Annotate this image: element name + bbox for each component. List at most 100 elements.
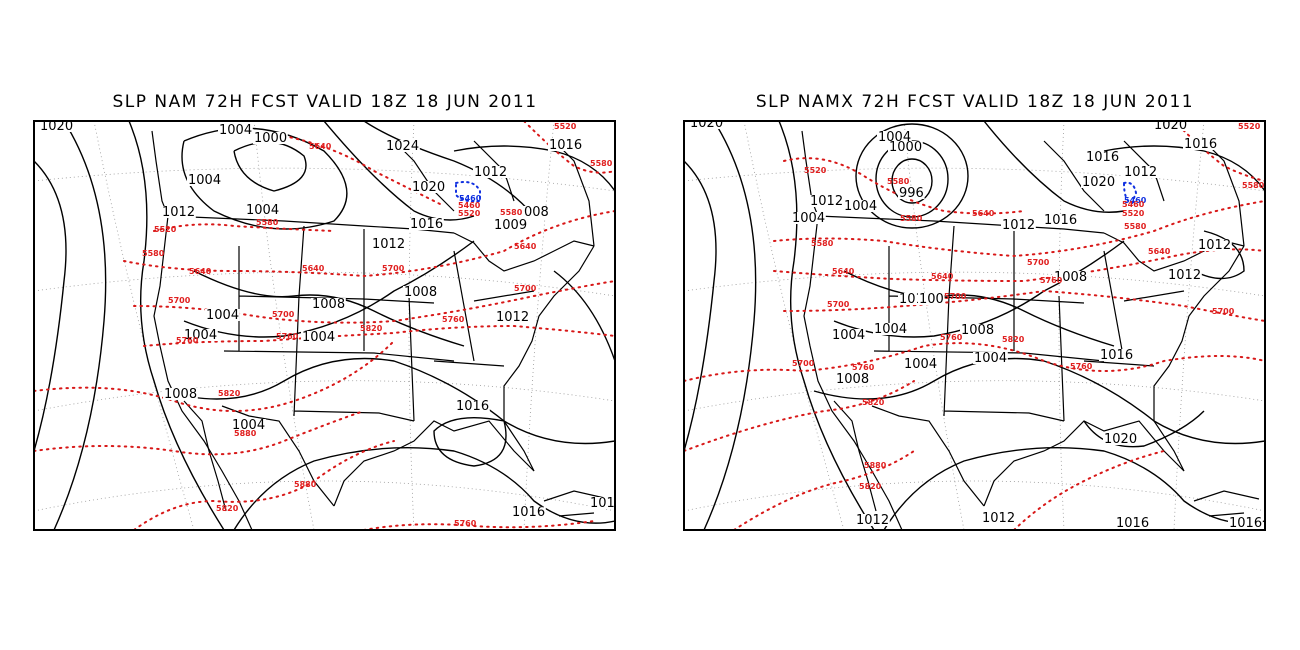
isobar-label: 1012: [372, 237, 405, 252]
thickness-label: 5700: [272, 310, 295, 319]
pressure-label-bg: [218, 124, 253, 136]
isobar-label: 1012: [1002, 218, 1035, 233]
isobar-label: 1004: [219, 123, 252, 138]
thickness-label: 5460: [1122, 200, 1145, 209]
thickness-label: 5760: [1070, 362, 1093, 371]
isobar-label: 1008: [961, 323, 994, 338]
isobar-label: 1016: [1100, 348, 1133, 363]
thickness-label: 5580: [811, 239, 834, 248]
pressure-label-bg: [589, 497, 615, 509]
map-frame: [683, 120, 1266, 531]
thickness-label: 5820: [216, 504, 239, 513]
pressure-label-bg: [1043, 214, 1078, 226]
pressure-label-bg: [163, 388, 198, 400]
thickness-label: 5640: [972, 209, 995, 218]
pressure-label-bg: [548, 139, 583, 151]
isobar-label: 1009: [494, 218, 527, 233]
thickness-label: 5880: [294, 480, 317, 489]
pressure-label-bg: [1197, 239, 1232, 251]
panel-title: SLP NAM 72H FCST VALID 18Z 18 JUN 2011: [112, 92, 538, 112]
pressure-label-bg: [809, 195, 844, 207]
pressure-label-bg: [855, 514, 890, 526]
isobar-label: 1016: [1229, 516, 1262, 531]
latlon-grid: [34, 121, 615, 530]
pressure-label-bg: [183, 329, 218, 341]
isobar-label: 1008: [836, 372, 869, 387]
isobar-label: 1020: [690, 116, 723, 131]
pressure-label-bg: [245, 204, 280, 216]
thickness-label: 5640: [189, 267, 212, 276]
isobar-label: 1004: [188, 173, 221, 188]
pressure-label-bg: [1081, 176, 1116, 188]
pressure-label-bg: [1085, 151, 1120, 163]
pressure-label-bg: [918, 293, 945, 305]
forecast-panel-namx: SLP NAMX 72H FCST VALID 18Z 18 JUN 2011: [650, 0, 1300, 650]
isobar-label: 1016: [549, 138, 582, 153]
pressure-label-bg: [1183, 138, 1218, 150]
thickness-label: 5700: [1212, 307, 1235, 316]
isobar-label: 1004: [974, 351, 1007, 366]
isobar-label: 1012: [810, 194, 843, 209]
isobar-label: 1012: [1198, 238, 1231, 253]
isobar-label: 1020: [412, 180, 445, 195]
pressure-label-bg: [981, 512, 1016, 524]
thickness-label: 5700: [168, 296, 191, 305]
pressure-label-bg: [1001, 219, 1036, 231]
map-frame: [33, 120, 616, 531]
isobar-label: 1020: [1104, 432, 1137, 447]
thickness-label: 5640: [832, 267, 855, 276]
pressure-label-bg: [1099, 349, 1134, 361]
thickness-label: 5640: [302, 264, 325, 273]
pressure-label-bg: [791, 212, 826, 224]
isobar-label: 1012: [856, 513, 889, 528]
pressure-label-bg: [898, 187, 925, 199]
isobar-label: 1004: [832, 328, 865, 343]
thickness-label: 5760: [176, 336, 199, 345]
isobar-label: 1008: [1054, 270, 1087, 285]
pressure-label-bg: [311, 298, 346, 310]
isobar-label: 1020: [40, 119, 73, 134]
isobar-label: 1004: [232, 418, 265, 433]
isobar-label: 1004: [874, 322, 907, 337]
thickness-label: 5760: [454, 519, 477, 528]
panel-title: SLP NAMX 72H FCST VALID 18Z 18 JUN 2011: [755, 92, 1195, 112]
latlon-grid: [684, 121, 1265, 530]
pressure-label-bg: [1053, 271, 1088, 283]
thickness-label: 5460: [1124, 196, 1147, 205]
isobar-label: 1008: [312, 297, 345, 312]
thickness-label: 5820: [859, 482, 882, 491]
pressure-label-bg: [301, 331, 336, 343]
thickness-label: 5580: [900, 214, 923, 223]
thickness-label: 5580: [887, 177, 910, 186]
pressure-label-bg: [411, 181, 446, 193]
isobar-label: 1008: [404, 285, 437, 300]
thickness-label: 5580: [142, 249, 165, 258]
thickness-label: 5700: [827, 300, 850, 309]
isobar-label: 1020: [1154, 118, 1187, 133]
pressure-label-bg: [39, 121, 74, 132]
pressure-label-bg: [877, 131, 912, 143]
geography: [801, 130, 1260, 530]
thickness-label: 5520: [154, 225, 177, 234]
pressure-label-bg: [873, 323, 908, 335]
isobar-label: 1012: [162, 205, 195, 220]
isobar-label: 101: [590, 496, 615, 511]
pressure-label-bg: [1167, 269, 1202, 281]
thickness-label: 5520: [804, 166, 827, 175]
pressure-label-bg: [455, 400, 490, 412]
isobar-label: 1004: [792, 211, 825, 226]
isobar-label: 1016: [1184, 137, 1217, 152]
thickness-label: 5580: [256, 218, 279, 227]
forecast-panel-nam: SLP NAM 72H FCST VALID 18Z 18 JUN 2011: [33, 92, 616, 531]
pressure-label-bg: [205, 309, 240, 321]
thickness-label: 5520: [1122, 209, 1145, 218]
thickness-label: 5700: [1027, 258, 1050, 267]
isobar-label: 100: [919, 292, 944, 307]
pressure-label-bg: [1123, 166, 1158, 178]
pressure-label-bg: [403, 286, 438, 298]
pressure-label-bg: [835, 373, 870, 385]
pressure-label-bg: [888, 141, 923, 153]
thickness-label: 5760: [442, 315, 465, 324]
pressure-label-bg: [831, 329, 866, 341]
